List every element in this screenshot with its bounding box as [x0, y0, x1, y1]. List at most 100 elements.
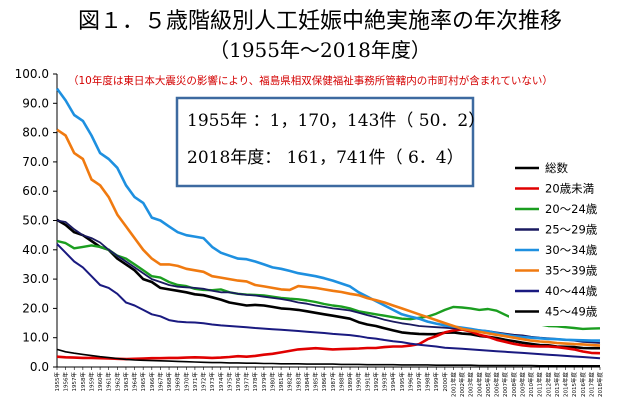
x-tick-label: 1991年	[363, 372, 371, 392]
x-tick-label: 1974年	[217, 372, 225, 392]
y-tick-label: 70.0	[22, 155, 49, 169]
x-tick-label: 2004年度	[475, 372, 483, 397]
x-tick-label: 1984年	[303, 372, 311, 392]
x-tick-label: 2014年度	[562, 372, 570, 397]
x-tick-label: 2013年度	[553, 372, 561, 397]
x-tick-label: 1960年	[96, 372, 104, 392]
x-tick-label: 1996年	[406, 372, 414, 392]
x-tick-label: 1989年	[346, 372, 354, 392]
y-tick-label: 50.0	[22, 214, 49, 228]
x-tick-label: 1985年	[312, 372, 320, 392]
legend: 総数 20歳未満 20～24歳 25～29歳 30～34歳 35～39歳 40～44歳 45～…	[509, 156, 621, 326]
legend-label: 総数	[545, 161, 568, 175]
x-tick-label: 2007年度	[501, 372, 509, 397]
x-tick-label: 1967年	[156, 372, 164, 392]
x-tick-label: 2010年度	[527, 372, 535, 397]
x-tick-label: 1979年	[260, 372, 268, 392]
x-tick-label: 1982年	[286, 372, 294, 392]
x-tick-label: 2000年	[441, 372, 449, 392]
x-tick-label: 2011年度	[536, 372, 544, 397]
legend-label: 30～34歳	[545, 243, 598, 257]
series-line-6	[56, 128, 601, 347]
legend-background	[509, 156, 621, 326]
legend-label: 35～39歳	[545, 264, 598, 278]
x-tick-label: 2008年度	[510, 372, 518, 397]
info-box: 1955年 ：1，170，143件（ 50．2） 2018年度： 161，741…	[175, 96, 485, 188]
chart-subtitle: （1955年～2018年度）	[209, 38, 431, 62]
x-tick-label: 1968年	[165, 372, 173, 392]
x-tick-label: 2017年度	[587, 372, 595, 397]
x-tick-label: 1998年	[424, 372, 432, 392]
x-tick-label: 1980年	[268, 372, 276, 392]
x-tick-label: 1958年	[79, 372, 87, 392]
x-tick-label: 1986年	[320, 372, 328, 392]
info-box-line2: 2018年度： 161，741件（ 6．4）	[187, 148, 464, 168]
series-line-7	[56, 243, 601, 360]
x-tick-label: 1970年	[182, 372, 190, 392]
y-tick-label: 100.0	[15, 67, 49, 81]
x-tick-label: 1976年	[234, 372, 242, 392]
x-tick-label: 1987年	[329, 372, 337, 392]
y-tick-label: 10.0	[22, 331, 49, 345]
legend-label: 20歳未満	[545, 182, 594, 196]
x-tick-label: 1972年	[200, 372, 208, 392]
x-tick-label: 1956年	[62, 372, 70, 392]
x-tick-label: 1993年	[381, 372, 389, 392]
x-tick-label: 2012年度	[544, 372, 552, 397]
x-tick-label: 1969年	[174, 372, 182, 392]
info-box-line1: 1955年 ：1，170，143件（ 50．2）	[187, 111, 485, 131]
x-tick-label: 2015年度	[570, 372, 578, 397]
x-tick-label: 1995年	[398, 372, 406, 392]
x-tick-label: 1977年	[243, 372, 251, 392]
series-lines	[55, 87, 601, 367]
x-tick-label: 2001年度	[449, 372, 457, 397]
x-tick-label: 2016年度	[579, 372, 587, 397]
legend-label: 20～24歳	[545, 202, 598, 216]
series-line-2	[56, 328, 601, 361]
x-tick-label: 1994年	[389, 372, 397, 392]
x-tick-label: 1983年	[294, 372, 302, 392]
x-tick-label: 1978年	[251, 372, 259, 392]
x-tick-label: 1959年	[87, 372, 95, 392]
x-tick-label: 2018年度	[596, 372, 604, 397]
legend-label: 25～29歳	[545, 223, 598, 237]
x-tick-label: 1961年	[105, 372, 113, 392]
chart-note: （10年度は東日本大震災の影響により、福島県相双保健福祉事務所管轄内の市町村が含…	[68, 74, 553, 87]
x-tick-label: 1999年	[432, 372, 440, 392]
y-tick-label: 90.0	[22, 96, 49, 110]
y-tick-label: 40.0	[22, 243, 49, 257]
x-tick-label: 1962年	[113, 372, 121, 392]
x-tick-label: 1971年	[191, 372, 199, 392]
y-tick-label: 80.0	[22, 126, 49, 140]
x-tick-label: 1997年	[415, 372, 423, 392]
x-tick-label: 1955年	[53, 372, 61, 392]
y-tick-label: 20.0	[22, 301, 49, 315]
x-tick-label: 2009年度	[518, 372, 526, 397]
x-tick-label: 2006年度	[493, 372, 501, 397]
series-line-5	[55, 87, 600, 342]
chart-title: 図１．５歳階級別人工妊娠中絶実施率の年次推移	[78, 9, 562, 34]
x-tick-label: 1981年	[277, 372, 285, 392]
x-tick-label: 1957年	[70, 372, 78, 392]
y-tick-label: 30.0	[22, 272, 49, 286]
series-line-1	[56, 218, 600, 350]
legend-label: 40～44歳	[545, 284, 598, 298]
x-tick-label: 1975年	[225, 372, 233, 392]
x-tick-label: 1964年	[131, 372, 139, 392]
x-tick-label: 1966年	[148, 372, 156, 392]
x-tick-label: 1992年	[372, 372, 380, 392]
info-box-frame	[175, 96, 475, 188]
x-tick-label: 2002年度	[458, 372, 466, 397]
x-tick-label: 2005年度	[484, 372, 492, 397]
legend-label: 45～49歳	[545, 305, 598, 319]
x-tick-label: 1990年	[355, 372, 363, 392]
y-tick-label: 60.0	[22, 184, 49, 198]
x-tick-label: 1963年	[122, 372, 130, 392]
series-line-8	[56, 348, 600, 367]
x-tick-label: 1973年	[208, 372, 216, 392]
y-tick-label: 0.0	[30, 360, 49, 374]
x-tick-labels: 1955年 1956年 1957年 1958年 1959年 1960年 1961年 1962年…	[53, 367, 604, 397]
x-tick-label: 2003年度	[467, 372, 475, 397]
